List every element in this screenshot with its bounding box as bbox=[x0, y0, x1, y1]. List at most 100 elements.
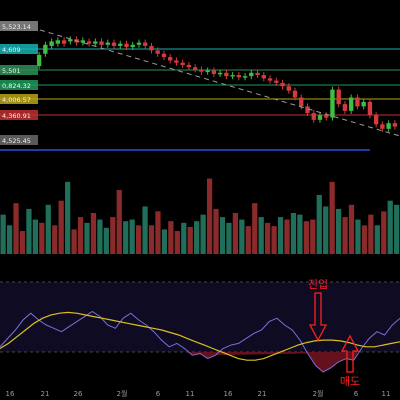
candle-body bbox=[317, 115, 323, 120]
volume-bar bbox=[368, 214, 374, 254]
price-level-tag bbox=[0, 65, 38, 75]
candle-body bbox=[355, 97, 360, 107]
volume-bar bbox=[206, 178, 213, 254]
candle-body bbox=[99, 41, 104, 45]
candle-body bbox=[155, 50, 160, 54]
price-level-label: 0,824.32 bbox=[0, 80, 38, 90]
oscillator-panel[interactable]: 진입 매도 bbox=[0, 278, 400, 388]
rsi-line bbox=[0, 310, 400, 373]
x-tick-label: 11 bbox=[382, 390, 391, 398]
candlesticks bbox=[36, 36, 398, 132]
candle-body bbox=[80, 40, 85, 43]
price-panel[interactable]: 5,523.14 4,609 5,501 0,824.32 4,006.57 4,360.… bbox=[0, 21, 400, 151]
entry-label: 진입 bbox=[308, 278, 328, 291]
candle-body bbox=[380, 124, 385, 129]
x-tick-label: 2월 bbox=[117, 389, 128, 398]
candle-body bbox=[349, 97, 354, 111]
oversold-fill bbox=[188, 352, 358, 372]
candle-body bbox=[168, 57, 173, 61]
volume-bar bbox=[135, 225, 142, 254]
candle-body bbox=[336, 89, 341, 105]
price-level-text: 4,006.57 bbox=[2, 96, 31, 104]
candle-body bbox=[242, 76, 248, 78]
candle-body bbox=[267, 78, 273, 81]
volume-bar bbox=[148, 225, 155, 254]
volume-bar bbox=[77, 217, 84, 254]
candle-body bbox=[143, 42, 148, 46]
volume-bar bbox=[174, 231, 180, 254]
candle-body bbox=[342, 104, 348, 111]
candle-body bbox=[61, 40, 67, 44]
candle-body bbox=[392, 123, 398, 127]
volume-bar bbox=[290, 213, 297, 254]
volume-bar bbox=[155, 211, 161, 254]
volume-bar bbox=[271, 226, 277, 254]
candle-body bbox=[36, 54, 42, 67]
price-level-tag bbox=[0, 110, 38, 120]
price-level-tag bbox=[0, 21, 38, 31]
candle-body bbox=[205, 70, 210, 73]
candle-body bbox=[330, 89, 335, 118]
candle-body bbox=[224, 72, 229, 77]
candle-body bbox=[93, 41, 98, 44]
volume-bar bbox=[258, 217, 264, 254]
candle-body bbox=[311, 113, 316, 120]
price-level-label: 4,609 bbox=[0, 44, 38, 54]
volume-bar bbox=[90, 213, 97, 254]
volume-bar bbox=[232, 213, 239, 254]
x-tick-label: 21 bbox=[41, 390, 50, 398]
candle-body bbox=[86, 41, 92, 44]
price-level-tag bbox=[0, 94, 38, 104]
x-tick-label: 2월 bbox=[313, 389, 324, 398]
price-axis-labels: 5,523.14 4,609 5,501 0,824.32 4,006.57 4,360.… bbox=[0, 21, 38, 145]
volume-bar bbox=[284, 219, 290, 254]
candle-body bbox=[255, 72, 260, 76]
volume-bar bbox=[32, 219, 39, 254]
x-tick-label: 21 bbox=[258, 390, 267, 398]
volume-bar bbox=[226, 222, 232, 254]
volume-bar bbox=[387, 200, 393, 254]
volume-bar bbox=[355, 219, 361, 254]
candle-body bbox=[161, 53, 167, 58]
price-level-text: 4,609 bbox=[2, 46, 21, 54]
volume-bar bbox=[200, 214, 206, 254]
volume-bar bbox=[39, 222, 45, 254]
candle-body bbox=[55, 40, 61, 44]
price-level-text: 5,501 bbox=[2, 67, 21, 75]
volume-bar bbox=[348, 204, 355, 254]
candle-body bbox=[49, 41, 54, 46]
volume-bar bbox=[277, 217, 284, 254]
price-level-tag bbox=[0, 44, 38, 54]
price-level-text: 4,525.45 bbox=[2, 137, 31, 145]
price-level-text: 5,523.14 bbox=[2, 23, 31, 31]
volume-bar bbox=[252, 203, 258, 254]
volume-bar bbox=[381, 211, 387, 254]
volume-panel[interactable] bbox=[0, 178, 400, 254]
price-level-tag bbox=[0, 135, 38, 145]
candle-body bbox=[305, 106, 310, 114]
volume-bar bbox=[0, 214, 6, 254]
volume-bar bbox=[329, 181, 335, 254]
volume-bar bbox=[213, 208, 219, 254]
volume-bar bbox=[123, 221, 129, 254]
candle-body bbox=[111, 42, 117, 46]
volume-bar bbox=[65, 181, 71, 254]
volume-bar bbox=[303, 221, 309, 254]
candle-body bbox=[124, 43, 129, 48]
volume-bar bbox=[265, 222, 271, 254]
candle-body bbox=[373, 115, 379, 125]
volume-bar bbox=[342, 217, 348, 254]
x-tick-label: 16 bbox=[6, 390, 15, 398]
volume-bar bbox=[187, 226, 193, 254]
candle-body bbox=[199, 69, 204, 72]
volume-bar bbox=[310, 219, 316, 254]
candle-body bbox=[186, 64, 192, 68]
candle-body bbox=[105, 42, 110, 45]
candle-body bbox=[136, 42, 142, 45]
volume-bar bbox=[58, 200, 64, 254]
candle-body bbox=[43, 44, 48, 54]
candle-body bbox=[230, 75, 235, 77]
candle-body bbox=[261, 75, 266, 79]
exit-arrow-icon bbox=[340, 334, 360, 373]
